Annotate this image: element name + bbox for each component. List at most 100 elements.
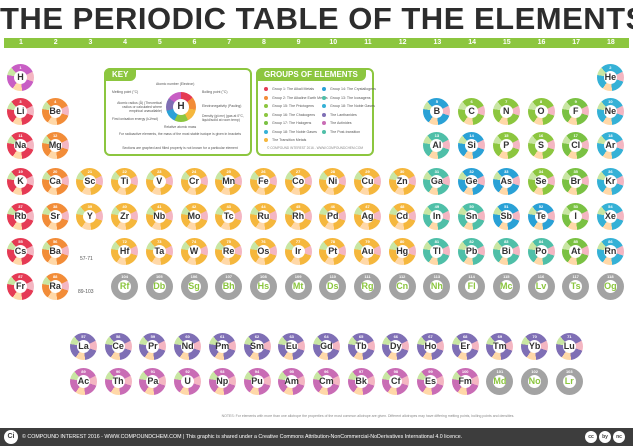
element-na[interactable]: 11 Na [7, 132, 34, 159]
element-cd[interactable]: 48 Cd [388, 203, 416, 230]
element-hf[interactable]: 72 Hf [111, 238, 139, 265]
element-cl[interactable]: 17 Cl [562, 132, 590, 159]
element-al[interactable]: 13 Al [423, 132, 451, 159]
element-ga[interactable]: 31 Ga [423, 168, 451, 195]
element-ag[interactable]: 47 Ag [354, 203, 381, 230]
element-pb[interactable]: 82 Pb [458, 238, 486, 265]
element-rf[interactable]: 104 Rf [111, 273, 139, 300]
element-se[interactable]: 34 Se [527, 168, 555, 195]
element-ds[interactable]: 110 Ds [319, 273, 347, 300]
element-nb[interactable]: 41 Nb [145, 203, 173, 230]
element-sb[interactable]: 51 Sb [492, 203, 520, 230]
element-lr[interactable]: 103 Lr [555, 368, 583, 395]
element-ba[interactable]: 56 Ba [41, 238, 69, 265]
creative-commons-badge[interactable]: cc by nc [585, 431, 629, 443]
element-sg[interactable]: 106 Sg [180, 273, 208, 300]
element-hs[interactable]: 108 Hs [249, 273, 277, 300]
element-sc[interactable]: 21 Sc [76, 168, 104, 195]
element-pt[interactable]: 78 Pt [319, 238, 347, 265]
element-tc[interactable]: 43 Tc [215, 203, 243, 230]
element-sr[interactable]: 38 Sr [41, 203, 69, 230]
element-bh[interactable]: 107 Bh [215, 273, 243, 300]
element-lv[interactable]: 116 Lv [527, 273, 555, 300]
element-ts[interactable]: 117 Ts [562, 273, 590, 300]
element-ge[interactable]: 32 Ge [458, 168, 486, 195]
element-lu[interactable]: 71 Lu [555, 333, 583, 360]
element-ru[interactable]: 44 Ru [249, 203, 277, 230]
element-md[interactable]: 101 Md [486, 368, 514, 395]
element-sn[interactable]: 50 Sn [458, 203, 486, 230]
element-th[interactable]: 90 Th [104, 368, 132, 395]
element-ac[interactable]: 89 Ac [70, 368, 97, 395]
element-ca[interactable]: 20 Ca [41, 168, 69, 195]
element-as[interactable]: 33 As [492, 168, 520, 195]
element-y[interactable]: 39 Y [76, 203, 104, 230]
element-rg[interactable]: 111 Rg [354, 273, 381, 300]
element-p[interactable]: 15 P [492, 132, 520, 159]
element-w[interactable]: 74 W [180, 238, 208, 265]
element-cs[interactable]: 55 Cs [7, 238, 34, 265]
element-ce[interactable]: 58 Ce [104, 333, 132, 360]
element-rn[interactable]: 86 Rn [596, 238, 624, 265]
element-fe[interactable]: 26 Fe [249, 168, 277, 195]
element-si[interactable]: 14 Si [458, 132, 486, 159]
element-no[interactable]: 102 No [521, 368, 549, 395]
element-yb[interactable]: 70 Yb [521, 333, 549, 360]
element-ra[interactable]: 88 Ra [41, 273, 69, 300]
element-ir[interactable]: 77 Ir [284, 238, 312, 265]
element-li[interactable]: 3 Li [7, 98, 34, 125]
element-cf[interactable]: 98 Cf [382, 368, 410, 395]
element-mg[interactable]: 12 Mg [41, 132, 69, 159]
element-es[interactable]: 99 Es [417, 368, 444, 395]
element-cn[interactable]: 112 Cn [388, 273, 416, 300]
element-pm[interactable]: 61 Pm [208, 333, 236, 360]
element-au[interactable]: 79 Au [354, 238, 381, 265]
element-dy[interactable]: 66 Dy [382, 333, 410, 360]
element-la[interactable]: 57 La [70, 333, 97, 360]
element-tm[interactable]: 69 Tm [486, 333, 514, 360]
element-kr[interactable]: 36 Kr [596, 168, 624, 195]
element-br[interactable]: 35 Br [562, 168, 590, 195]
element-u[interactable]: 92 U [174, 368, 202, 395]
element-pa[interactable]: 91 Pa [139, 368, 167, 395]
element-ne[interactable]: 10 Ne [596, 98, 624, 125]
element-os[interactable]: 76 Os [249, 238, 277, 265]
element-zr[interactable]: 40 Zr [111, 203, 139, 230]
element-bi[interactable]: 83 Bi [492, 238, 520, 265]
element-at[interactable]: 85 At [562, 238, 590, 265]
element-tb[interactable]: 65 Tb [347, 333, 375, 360]
element-mo[interactable]: 42 Mo [180, 203, 208, 230]
element-og[interactable]: 118 Og [596, 273, 624, 300]
element-s[interactable]: 16 S [527, 132, 555, 159]
element-be[interactable]: 4 Be [41, 98, 69, 125]
element-nd[interactable]: 60 Nd [174, 333, 202, 360]
element-cm[interactable]: 96 Cm [312, 368, 340, 395]
element-ni[interactable]: 28 Ni [319, 168, 347, 195]
element-pd[interactable]: 46 Pd [319, 203, 347, 230]
element-in[interactable]: 49 In [423, 203, 451, 230]
element-re[interactable]: 75 Re [215, 238, 243, 265]
element-np[interactable]: 93 Np [208, 368, 236, 395]
element-rb[interactable]: 37 Rb [7, 203, 34, 230]
element-k[interactable]: 19 K [7, 168, 34, 195]
element-ti[interactable]: 22 Ti [111, 168, 139, 195]
element-gd[interactable]: 64 Gd [312, 333, 340, 360]
element-pu[interactable]: 94 Pu [243, 368, 271, 395]
element-sm[interactable]: 62 Sm [243, 333, 271, 360]
element-ho[interactable]: 67 Ho [417, 333, 444, 360]
element-mn[interactable]: 25 Mn [215, 168, 243, 195]
element-eu[interactable]: 63 Eu [278, 333, 306, 360]
element-fl[interactable]: 114 Fl [458, 273, 486, 300]
element-hg[interactable]: 80 Hg [388, 238, 416, 265]
element-cr[interactable]: 24 Cr [180, 168, 208, 195]
element-fm[interactable]: 100 Fm [451, 368, 479, 395]
element-xe[interactable]: 54 Xe [596, 203, 624, 230]
element-ta[interactable]: 73 Ta [145, 238, 173, 265]
element-pr[interactable]: 59 Pr [139, 333, 167, 360]
element-ar[interactable]: 18 Ar [596, 132, 624, 159]
